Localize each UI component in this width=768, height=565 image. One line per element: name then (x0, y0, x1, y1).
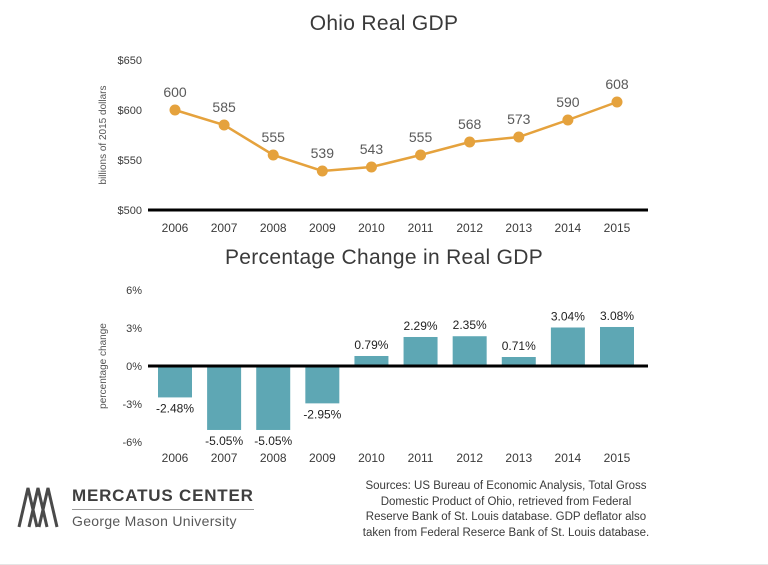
data-label: 608 (605, 76, 629, 92)
data-label: 3.08% (600, 309, 634, 323)
data-label: 0.71% (502, 339, 536, 353)
footer: MERCATUS CENTER George Mason University … (0, 475, 768, 559)
data-point (562, 114, 574, 126)
pct-change-bar-chart: 6% 3% 0% -3% -6% percentage change -2.48% 2006 -… (98, 285, 648, 465)
bar (207, 366, 242, 430)
data-point (611, 96, 623, 108)
data-point (169, 104, 181, 116)
y-axis-tick: 6% (126, 285, 142, 297)
data-label: -2.95% (303, 407, 341, 421)
bar (600, 326, 634, 366)
data-label: -5.05% (205, 434, 243, 448)
x-axis-tick: 2013 (505, 221, 532, 235)
x-axis-tick: 2007 (211, 221, 238, 235)
x-axis-tick: 2012 (456, 451, 483, 465)
y-axis-tick: $500 (118, 205, 142, 217)
x-axis-tick: 2010 (358, 221, 385, 235)
data-label: 3.04% (551, 309, 585, 323)
y-axis-title: billions of 2015 dollars (98, 86, 109, 185)
bar (403, 336, 438, 366)
data-label: 573 (507, 111, 531, 127)
bar (305, 366, 340, 404)
bar (501, 357, 536, 366)
bar (354, 355, 389, 366)
y-axis-tick: $550 (118, 155, 142, 167)
data-point (365, 161, 377, 173)
data-label: -2.48% (156, 401, 194, 415)
x-axis-tick: 2009 (309, 221, 336, 235)
gdp-line-chart: $650 $600 $550 $500 billions of 2015 dollars… (98, 55, 648, 235)
mercatus-logo: MERCATUS CENTER George Mason University (16, 485, 254, 529)
x-axis-tick: 2011 (408, 221, 434, 235)
y-axis-tick: -6% (122, 437, 142, 449)
data-label: 590 (556, 94, 580, 110)
data-point (218, 119, 230, 131)
logo-title: MERCATUS CENTER (72, 486, 254, 510)
data-point (316, 165, 328, 177)
gdp-chart-title: Ohio Real GDP (309, 12, 459, 35)
y-axis-tick: $600 (118, 105, 142, 117)
x-axis-tick: 2015 (604, 221, 631, 235)
x-axis-tick: 2009 (309, 451, 336, 465)
data-label: 539 (311, 145, 335, 161)
bar (256, 366, 291, 430)
mercatus-logo-icon (17, 487, 59, 528)
sources-text: Sources: US Bureau of Economic Analysis,… (362, 480, 650, 539)
x-axis-tick: 2008 (260, 221, 287, 235)
bar (452, 336, 487, 366)
y-axis-title: percentage change (98, 323, 109, 409)
data-point (513, 131, 525, 143)
y-axis-tick: 0% (126, 361, 142, 373)
x-axis-tick: 2008 (260, 451, 287, 465)
logo-text: MERCATUS CENTER George Mason University (72, 486, 254, 529)
x-axis-tick: 2012 (456, 221, 483, 235)
y-axis-tick: $650 (118, 55, 142, 67)
data-label: 543 (360, 141, 384, 157)
x-axis-tick: 2010 (358, 451, 385, 465)
bar (550, 327, 585, 366)
x-axis-tick: 2014 (555, 221, 582, 235)
x-axis-tick: 2015 (604, 451, 631, 465)
gdp-line (174, 100, 618, 173)
data-label: -5.05% (254, 434, 292, 448)
data-label: 0.79% (354, 338, 388, 352)
data-label: 585 (212, 99, 236, 115)
data-point (464, 136, 476, 148)
x-axis-tick: 2011 (408, 451, 434, 465)
data-point (415, 149, 427, 161)
pct-change-chart-title: Percentage Change in Real GDP (224, 246, 544, 269)
data-label: 555 (262, 129, 286, 145)
data-label: 568 (458, 116, 482, 132)
data-label: 555 (409, 129, 433, 145)
data-label: 2.29% (404, 319, 438, 333)
y-axis-tick: 3% (126, 323, 142, 335)
data-label: 600 (163, 84, 187, 100)
x-axis-tick: 2013 (505, 451, 532, 465)
x-axis-tick: 2006 (162, 221, 189, 235)
bar (158, 366, 192, 398)
x-axis-tick: 2006 (162, 451, 189, 465)
data-label: 2.35% (453, 318, 487, 332)
x-axis-tick: 2007 (211, 451, 238, 465)
y-axis-tick: -3% (122, 399, 142, 411)
logo-subtitle: George Mason University (72, 512, 237, 529)
data-point (267, 149, 279, 161)
x-axis-tick: 2014 (555, 451, 582, 465)
